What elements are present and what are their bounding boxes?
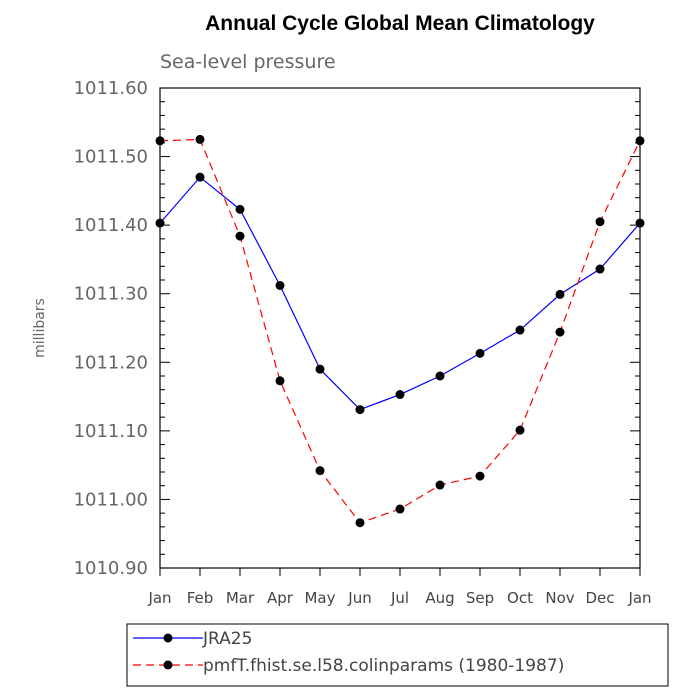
x-tick-label: Aug xyxy=(425,589,454,607)
x-tick-label: Jul xyxy=(390,589,409,607)
y-tick-label: 1010.90 xyxy=(74,558,148,579)
series-line-1 xyxy=(159,138,641,524)
x-axis: Jan Feb Mar Apr May Jun Jul Aug Sep Oct Nov Dec Jan xyxy=(147,568,652,607)
data-point-s0-1 xyxy=(195,172,205,182)
data-point-s1-8 xyxy=(475,471,485,481)
data-point-s0-2 xyxy=(235,204,245,214)
data-point-s0-4 xyxy=(315,364,325,374)
data-point-s1-7 xyxy=(435,480,445,490)
y-axis: 1010.90 1011.00 1011.10 1011.20 1011.30 1011.… xyxy=(74,78,640,579)
legend: JRA25 pmfT.fhist.se.l58.colinparams (198… xyxy=(126,623,669,687)
plot-frame xyxy=(159,87,641,569)
data-point-s0-10 xyxy=(555,289,565,299)
data-point-s1-6 xyxy=(395,504,405,514)
data-point-s0-9 xyxy=(515,325,525,335)
data-point-s1-1 xyxy=(195,134,205,144)
data-point-s0-11 xyxy=(595,264,605,274)
y-tick-label: 1011.60 xyxy=(74,78,148,99)
series-line-0 xyxy=(159,176,641,411)
data-point-s0-6 xyxy=(395,390,405,400)
legend-label-pmft: pmfT.fhist.se.l58.colinparams (1980-1987… xyxy=(203,656,564,676)
y-axis-label: millibars xyxy=(32,298,48,358)
y-tick-label: 1011.40 xyxy=(74,215,148,236)
data-point-s1-9 xyxy=(515,425,525,435)
legend-label-jra25: JRA25 xyxy=(202,629,252,649)
legend-box xyxy=(126,623,669,687)
x-tick-label: May xyxy=(304,589,335,607)
x-tick-label: Jan xyxy=(147,589,171,607)
data-point-s0-0 xyxy=(155,218,165,228)
chart-title: Annual Cycle Global Mean Climatology xyxy=(205,12,595,35)
data-point-s1-12 xyxy=(635,136,645,146)
data-point-s0-12 xyxy=(635,218,645,228)
y-tick-label: 1011.00 xyxy=(74,489,148,510)
data-point-s1-5 xyxy=(355,518,365,528)
series-layer xyxy=(155,134,645,528)
data-point-s0-7 xyxy=(435,371,445,381)
chart-subtitle: Sea-level pressure xyxy=(160,51,336,73)
x-tick-label: Jun xyxy=(347,589,371,607)
x-tick-label: Sep xyxy=(466,589,494,607)
x-tick-label: Jan xyxy=(627,589,651,607)
data-point-s0-5 xyxy=(355,405,365,415)
y-tick-label: 1011.10 xyxy=(74,421,148,442)
data-point-s1-10 xyxy=(555,327,565,337)
data-point-s1-4 xyxy=(315,466,325,476)
y-tick-label: 1011.30 xyxy=(74,284,148,305)
legend-marker-jra25 xyxy=(163,633,173,643)
x-tick-label: Nov xyxy=(545,589,574,607)
y-tick-label: 1011.50 xyxy=(74,147,148,168)
x-tick-label: Dec xyxy=(585,589,614,607)
data-point-s1-0 xyxy=(155,136,165,146)
data-point-s0-3 xyxy=(275,280,285,290)
x-tick-label: Mar xyxy=(226,589,255,607)
data-point-s0-8 xyxy=(475,348,485,358)
data-point-s1-11 xyxy=(595,217,605,227)
x-tick-label: Oct xyxy=(507,589,533,607)
x-tick-label: Feb xyxy=(187,589,214,607)
data-point-s1-2 xyxy=(235,231,245,241)
y-tick-label: 1011.20 xyxy=(74,352,148,373)
data-point-s1-3 xyxy=(275,376,285,386)
x-tick-label: Apr xyxy=(267,589,294,607)
legend-marker-pmft xyxy=(163,660,173,670)
